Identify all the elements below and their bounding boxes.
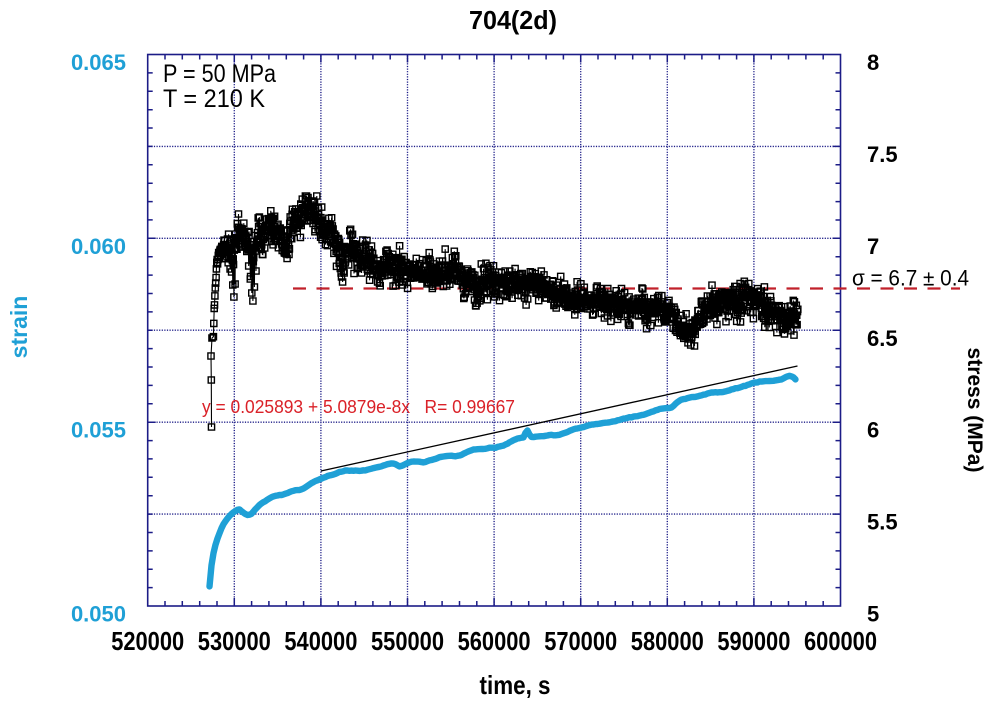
svg-text:580000: 580000 [631,626,704,656]
svg-text:σ = 6.7 ± 0.4: σ = 6.7 ± 0.4 [852,266,969,291]
svg-text:570000: 570000 [544,626,617,656]
svg-text:560000: 560000 [458,626,531,656]
svg-text:590000: 590000 [717,626,790,656]
svg-text:0.055: 0.055 [71,418,126,443]
svg-text:strain: strain [6,296,32,359]
svg-text:704(2d): 704(2d) [469,5,557,35]
svg-text:5: 5 [867,602,879,627]
svg-text:stress (MPa): stress (MPa) [963,348,986,473]
svg-text:8: 8 [867,50,879,75]
svg-text:0.050: 0.050 [71,602,126,627]
svg-text:530000: 530000 [198,626,271,656]
svg-text:7: 7 [867,234,879,259]
svg-text:540000: 540000 [284,626,357,656]
svg-text:550000: 550000 [371,626,444,656]
svg-text:6: 6 [867,418,879,443]
svg-text:0.065: 0.065 [71,50,126,75]
svg-text:T = 210 K: T = 210 K [163,85,265,113]
svg-text:600000: 600000 [804,626,877,656]
svg-text:6.5: 6.5 [867,326,898,351]
svg-text:5.5: 5.5 [867,510,898,535]
svg-text:time, s: time, s [480,670,551,700]
svg-text:0.060: 0.060 [71,234,126,259]
svg-text:P = 50 MPa: P = 50 MPa [163,60,276,88]
svg-text:520000: 520000 [111,626,184,656]
svg-text:7.5: 7.5 [867,142,898,167]
svg-text:y = 0.025893 + 5.0879e-8x R=: y = 0.025893 + 5.0879e-8x R= 0.99667 [202,397,515,417]
